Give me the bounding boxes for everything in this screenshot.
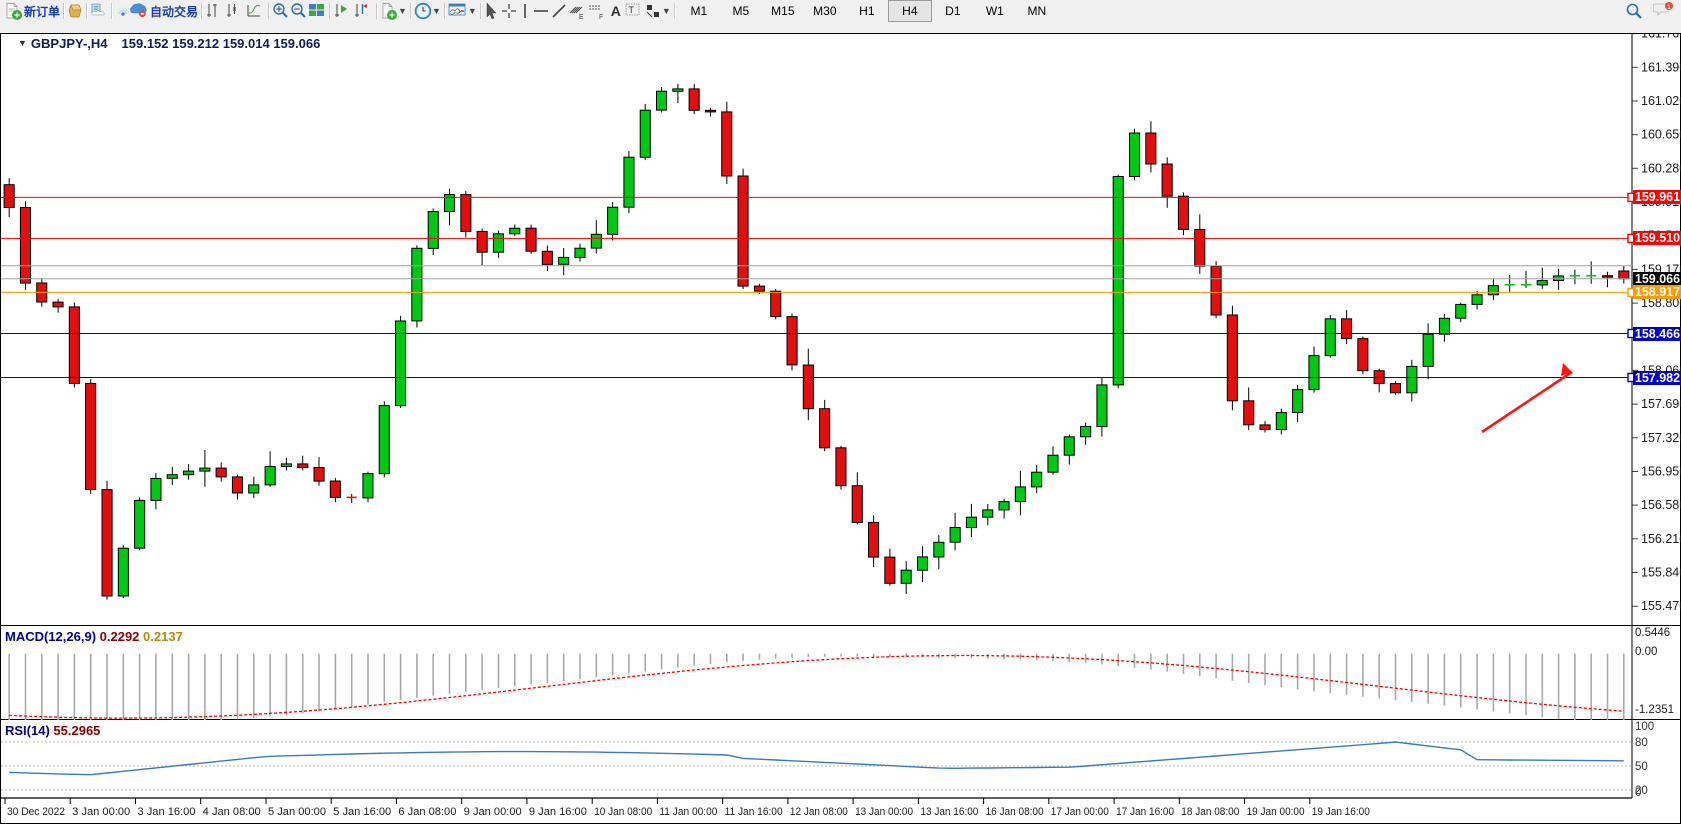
svg-text:13 Jan 16:00: 13 Jan 16:00 — [920, 806, 978, 818]
svg-text:F: F — [599, 14, 603, 20]
svg-text:0: 0 — [1635, 787, 1641, 799]
svg-text:156.950: 156.950 — [1641, 465, 1681, 479]
svg-text:5 Jan 16:00: 5 Jan 16:00 — [333, 806, 391, 818]
svg-text:161.020: 161.020 — [1641, 94, 1681, 108]
svg-text:10 Jan 08:00: 10 Jan 08:00 — [594, 806, 652, 818]
svg-text:160.280: 160.280 — [1641, 161, 1681, 175]
svg-text:3 Jan 16:00: 3 Jan 16:00 — [138, 806, 196, 818]
svg-text:155.470: 155.470 — [1641, 599, 1681, 613]
svg-text:9 Jan 00:00: 9 Jan 00:00 — [464, 806, 522, 818]
svg-text:50: 50 — [1635, 761, 1648, 773]
svg-text:11 Jan 00:00: 11 Jan 00:00 — [659, 806, 717, 818]
svg-text:16 Jan 08:00: 16 Jan 08:00 — [986, 806, 1044, 818]
svg-text:161.760: 161.760 — [1641, 34, 1681, 41]
svg-text:11 Jan 16:00: 11 Jan 16:00 — [725, 806, 783, 818]
svg-text:30 Dec 2022: 30 Dec 2022 — [7, 806, 65, 818]
svg-text:156.580: 156.580 — [1641, 498, 1681, 512]
svg-text:161.390: 161.390 — [1641, 60, 1681, 74]
svg-text:13 Jan 00:00: 13 Jan 00:00 — [855, 806, 913, 818]
svg-text:T: T — [628, 5, 634, 15]
svg-text:1: 1 — [1667, 4, 1671, 11]
svg-text:12 Jan 08:00: 12 Jan 08:00 — [790, 806, 848, 818]
svg-text:4 Jan 08:00: 4 Jan 08:00 — [203, 806, 261, 818]
svg-text:155.840: 155.840 — [1641, 566, 1681, 580]
svg-text:157.690: 157.690 — [1641, 397, 1681, 411]
svg-text:100: 100 — [1635, 721, 1654, 733]
svg-text:3 Jan 00:00: 3 Jan 00:00 — [72, 806, 130, 818]
svg-text:160.650: 160.650 — [1641, 128, 1681, 142]
svg-text:157.320: 157.320 — [1641, 431, 1681, 445]
svg-text:80: 80 — [1635, 737, 1648, 749]
svg-text:17 Jan 00:00: 17 Jan 00:00 — [1051, 806, 1109, 818]
svg-text:17 Jan 16:00: 17 Jan 16:00 — [1116, 806, 1174, 818]
svg-text:19 Jan 16:00: 19 Jan 16:00 — [1312, 806, 1370, 818]
svg-text:18 Jan 08:00: 18 Jan 08:00 — [1181, 806, 1239, 818]
svg-text:156.210: 156.210 — [1641, 532, 1681, 546]
svg-text:9 Jan 16:00: 9 Jan 16:00 — [529, 806, 587, 818]
svg-text:E: E — [579, 14, 584, 20]
svg-text:6 Jan 08:00: 6 Jan 08:00 — [398, 806, 456, 818]
svg-text:19 Jan 00:00: 19 Jan 00:00 — [1247, 806, 1305, 818]
svg-text:5 Jan 00:00: 5 Jan 00:00 — [268, 806, 326, 818]
